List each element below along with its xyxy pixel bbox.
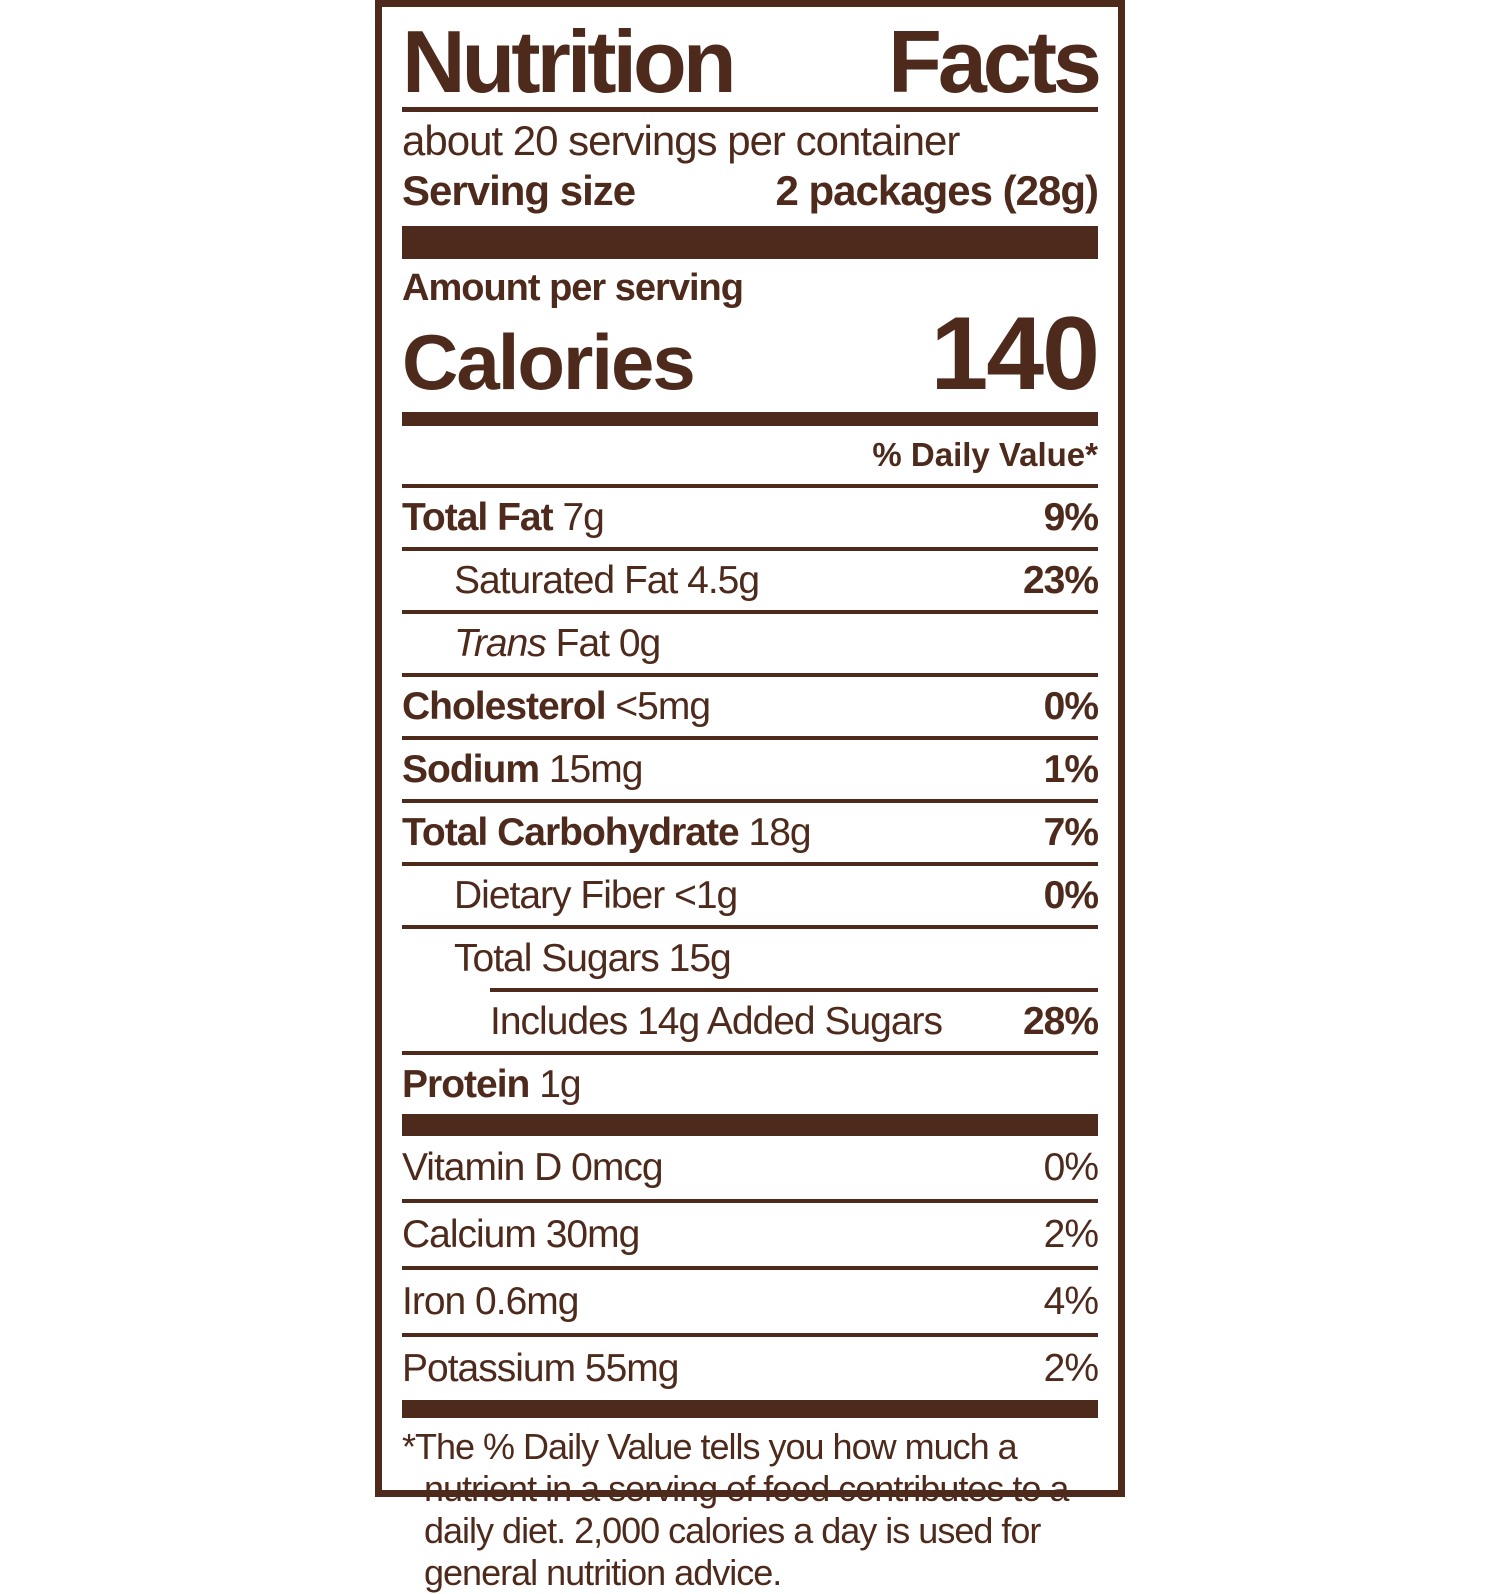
nutrient-name: Total Carbohydrate 18g [402,810,812,854]
calories-row: Calories 140 [402,296,1100,413]
nutrient-name: Cholesterol <5mg [402,684,711,728]
nutrient-row-cholesterol: Cholesterol <5mg 0% [402,677,1099,740]
nutrient-name: Trans Fat 0g [454,621,661,665]
daily-value-header: % Daily Value* [402,430,1098,488]
separator-bar-thick [402,226,1098,260]
serving-size-row: Serving size 2 packages (28g) [402,166,1099,224]
nutrient-row-total-carbohydrate: Total Carbohydrate 18g 7% [402,803,1099,866]
micronutrient-row-vitamin-d: Vitamin D 0mcg 0% [402,1136,1099,1203]
label-title-word-right: Facts [888,12,1102,111]
nutrient-dv: 0% [1043,873,1099,917]
micronutrient-row-calcium: Calcium 30mg 2% [402,1203,1099,1270]
nutrient-row-trans-fat: Trans Fat 0g [402,614,1098,677]
serving-size-label: Serving size [402,166,636,214]
nutrient-name: Sodium 15mg [402,747,643,791]
micronutrient-dv: 2% [1043,1212,1099,1256]
micronutrient-row-potassium: Potassium 55mg 2% [402,1337,1099,1400]
nutrient-dv: 0% [1043,684,1099,728]
nutrient-name: Total Sugars 15g [454,936,732,980]
nutrient-name: Includes 14g Added Sugars [490,999,943,1043]
nutrition-facts-label: Nutrition Facts about 20 servings per co… [375,0,1125,1593]
nutrient-row-total-fat: Total Fat 7g 9% [402,488,1099,551]
micronutrient-dv: 4% [1043,1279,1099,1323]
micronutrient-dv: 0% [1043,1145,1099,1189]
servings-per-container: about 20 servings per container [402,117,960,165]
indented-rule [490,987,1098,992]
nutrient-row-protein: Protein 1g [402,1055,1098,1114]
nutrient-row-added-sugars: Includes 14g Added Sugars 28% [402,992,1099,1055]
calories-value: 140 [930,296,1100,413]
micronutrient-name: Vitamin D 0mcg [402,1145,664,1189]
micronutrient-row-iron: Iron 0.6mg 4% [402,1270,1099,1337]
nutrient-name: Saturated Fat 4.5g [454,558,760,602]
amount-per-serving-label: Amount per serving [402,267,744,310]
micronutrient-name: Calcium 30mg [402,1212,640,1256]
separator-bar-medium [402,411,1098,426]
serving-size-value: 2 packages (28g) [775,166,1099,214]
nutrient-row-saturated-fat: Saturated Fat 4.5g 23% [402,551,1099,614]
nutrient-dv: 1% [1043,747,1099,791]
nutrient-name: Total Fat 7g [402,495,605,539]
nutrient-row-sodium: Sodium 15mg 1% [402,740,1099,803]
nutrient-row-dietary-fiber: Dietary Fiber <1g 0% [402,866,1099,929]
micronutrient-name: Potassium 55mg [402,1346,679,1390]
nutrient-dv: 7% [1043,810,1099,854]
label-title: Nutrition Facts [402,12,1102,113]
separator-bar-protein [402,1113,1098,1136]
calories-label: Calories [402,318,696,407]
daily-value-footnote: *The % Daily Value tells you how much a … [402,1425,1069,1594]
nutrient-name: Dietary Fiber <1g [454,873,738,917]
nutrient-row-total-sugars: Total Sugars 15g [402,929,1098,988]
nutrient-name: Protein 1g [402,1062,582,1106]
nutrient-dv: 23% [1022,558,1099,602]
micronutrient-name: Iron 0.6mg [402,1279,579,1323]
label-title-word-left: Nutrition [402,12,737,111]
nutrient-dv: 28% [1022,999,1099,1043]
nutrient-dv: 9% [1043,495,1099,539]
micronutrient-dv: 2% [1043,1346,1099,1390]
separator-bar-footnote [402,1399,1098,1418]
